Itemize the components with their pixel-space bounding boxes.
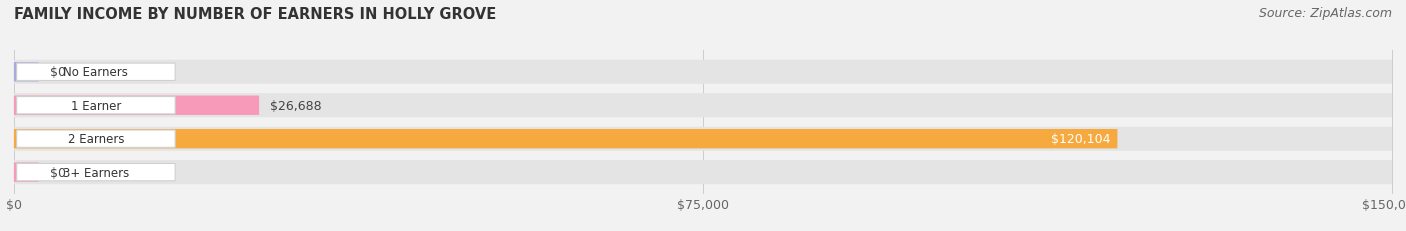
Text: $120,104: $120,104 [1052,133,1111,146]
FancyBboxPatch shape [17,164,176,181]
Text: 3+ Earners: 3+ Earners [63,166,129,179]
Text: 1 Earner: 1 Earner [70,99,121,112]
FancyBboxPatch shape [14,129,1118,149]
Text: FAMILY INCOME BY NUMBER OF EARNERS IN HOLLY GROVE: FAMILY INCOME BY NUMBER OF EARNERS IN HO… [14,7,496,22]
Text: No Earners: No Earners [63,66,128,79]
FancyBboxPatch shape [14,96,259,116]
FancyBboxPatch shape [17,131,176,148]
FancyBboxPatch shape [14,127,1392,151]
Text: Source: ZipAtlas.com: Source: ZipAtlas.com [1258,7,1392,20]
FancyBboxPatch shape [17,64,176,81]
FancyBboxPatch shape [14,163,39,182]
Text: $26,688: $26,688 [270,99,322,112]
Text: 2 Earners: 2 Earners [67,133,124,146]
Text: $0: $0 [49,66,66,79]
FancyBboxPatch shape [14,61,1392,85]
FancyBboxPatch shape [14,63,39,82]
FancyBboxPatch shape [14,94,1392,118]
Text: $0: $0 [49,166,66,179]
FancyBboxPatch shape [17,97,176,114]
FancyBboxPatch shape [14,160,1392,184]
